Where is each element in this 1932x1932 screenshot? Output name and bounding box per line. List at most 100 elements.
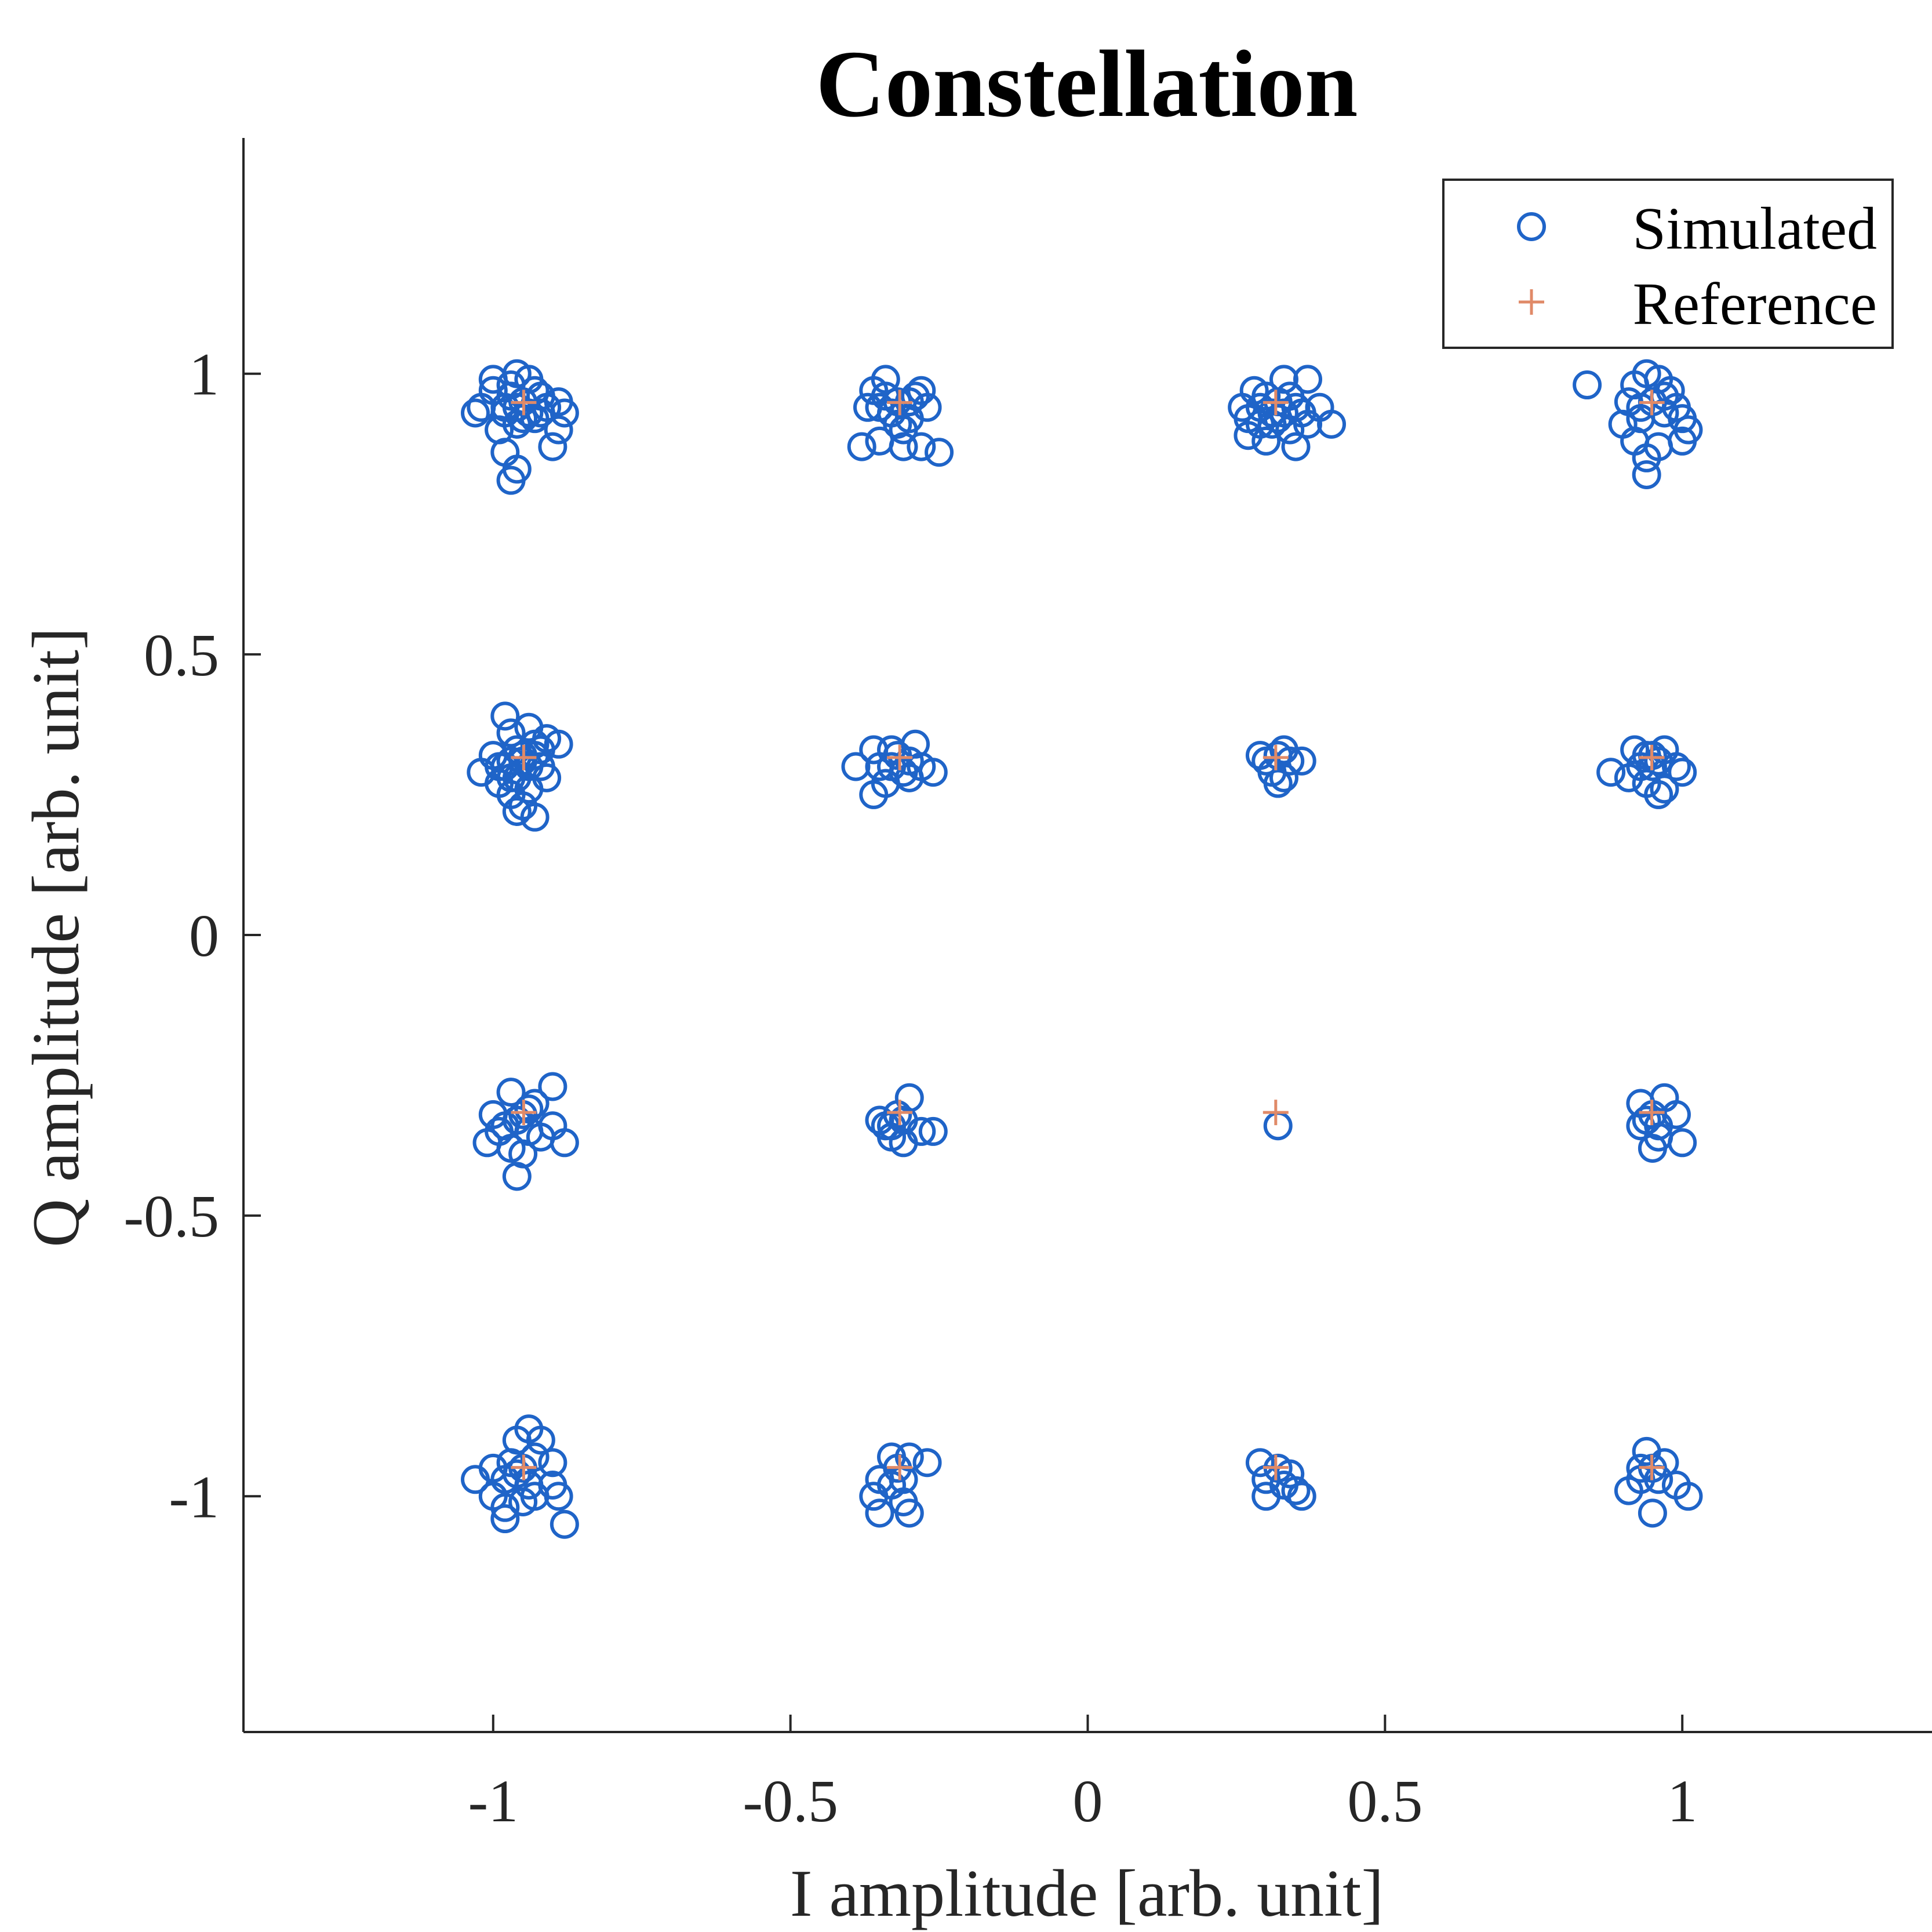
reference-point (887, 1100, 913, 1126)
reference-point (511, 390, 537, 416)
y-axis-label: Q amplitude [arb. unit] (19, 627, 93, 1247)
y-tick-label: 0.5 (144, 622, 219, 689)
simulated-point (461, 398, 490, 428)
x-tick-label: -1 (468, 1768, 518, 1835)
simulated-point (918, 1116, 948, 1146)
simulated-point (544, 729, 573, 759)
simulated-point (520, 1089, 550, 1118)
reference-point (511, 1454, 537, 1480)
simulated-point (1644, 432, 1673, 461)
data-points (461, 359, 1703, 1539)
simulated-point (1650, 774, 1679, 804)
simulated-point (538, 1072, 567, 1101)
simulated-point (1263, 1111, 1293, 1141)
simulated-point (1245, 1448, 1275, 1478)
simulated-point (1573, 370, 1602, 400)
simulated-point (544, 415, 573, 445)
reference-point (887, 390, 913, 416)
simulated-point (907, 432, 936, 461)
simulated-point (1269, 1470, 1298, 1500)
legend-simulated-marker (1517, 212, 1546, 241)
simulated-point (1281, 432, 1311, 461)
simulated-point (1293, 365, 1323, 394)
simulated-point (1614, 1476, 1643, 1505)
ticks: -1 -0.5 0 0.5 1 -1 -0.5 0 0.5 1 (123, 341, 1697, 1835)
simulated-point (925, 438, 954, 467)
simulated-point (1596, 758, 1626, 787)
simulated-point (865, 1498, 894, 1528)
reference-point (511, 1100, 537, 1126)
legend-entries: Simulated Reference (1517, 195, 1877, 337)
reference-point (887, 744, 913, 770)
simulated-point (859, 735, 889, 765)
simulated-point (1632, 741, 1661, 770)
reference-point (1262, 744, 1289, 770)
reference-point (1262, 390, 1289, 416)
x-tick-label: 1 (1667, 1768, 1697, 1835)
simulated-point (871, 365, 900, 394)
simulated-point (877, 1442, 907, 1472)
simulated-point (859, 780, 889, 809)
simulated-point (544, 1482, 573, 1511)
simulated-point (520, 802, 550, 832)
simulated-point (847, 432, 876, 461)
reference-point (511, 744, 537, 770)
simulated-point (490, 701, 520, 731)
reference-point (1262, 1454, 1289, 1480)
y-tick-label: 0 (189, 903, 219, 969)
simulated-point (550, 1128, 579, 1158)
y-tick-label: -1 (169, 1464, 219, 1530)
simulated-point (496, 718, 526, 748)
simulated-point (918, 758, 948, 787)
chart-title: Constellation (816, 31, 1358, 137)
simulated-point (1638, 1498, 1667, 1528)
simulated-point (496, 763, 526, 792)
simulated-point (1632, 460, 1661, 489)
simulated-point (894, 1498, 924, 1528)
legend-reference-marker (1519, 289, 1544, 315)
simulated-point (912, 1448, 942, 1478)
simulated-point (520, 741, 550, 770)
y-tick-label: 1 (189, 341, 219, 408)
simulated-point (877, 752, 907, 781)
simulated-point (478, 365, 508, 394)
x-tick-label: -0.5 (743, 1768, 838, 1835)
simulated-point (1632, 1436, 1661, 1466)
simulated-point (461, 1465, 490, 1494)
simulated-point (514, 1470, 544, 1500)
simulated-point (1668, 1128, 1697, 1158)
simulated-point (1269, 365, 1298, 394)
reference-point (1639, 1454, 1665, 1480)
simulated-point (502, 796, 532, 826)
simulated-point (538, 1448, 567, 1478)
legend-simulated-label: Simulated (1632, 195, 1877, 262)
simulated-point (1251, 381, 1281, 411)
simulated-point (841, 752, 871, 781)
simulated-point (883, 409, 912, 439)
simulated-point (508, 1487, 538, 1516)
simulated-point (1668, 758, 1697, 787)
x-axis-label: I amplitude [arb. unit] (790, 1857, 1384, 1931)
reference-point (1639, 1100, 1665, 1126)
simulated-point (1614, 763, 1643, 792)
reference-point (887, 1454, 913, 1480)
simulated-point (490, 398, 520, 428)
legend-box (1442, 179, 1894, 349)
simulated-point (1228, 392, 1257, 422)
reference-point (1262, 1100, 1289, 1126)
legend-reference-label: Reference (1633, 271, 1877, 337)
simulated-point (1673, 1482, 1703, 1511)
legend: Simulated Reference (1442, 179, 1894, 349)
simulated-point (1251, 426, 1281, 456)
x-tick-label: 0.5 (1347, 1768, 1422, 1835)
reference-point (1639, 744, 1665, 770)
simulated-point (1269, 763, 1298, 792)
simulated-point (502, 1162, 532, 1191)
simulated-point (514, 1414, 544, 1444)
simulated-point (1269, 735, 1298, 765)
simulated-point (526, 735, 555, 765)
simulated-point (496, 1078, 526, 1107)
simulated-point (485, 1116, 514, 1146)
